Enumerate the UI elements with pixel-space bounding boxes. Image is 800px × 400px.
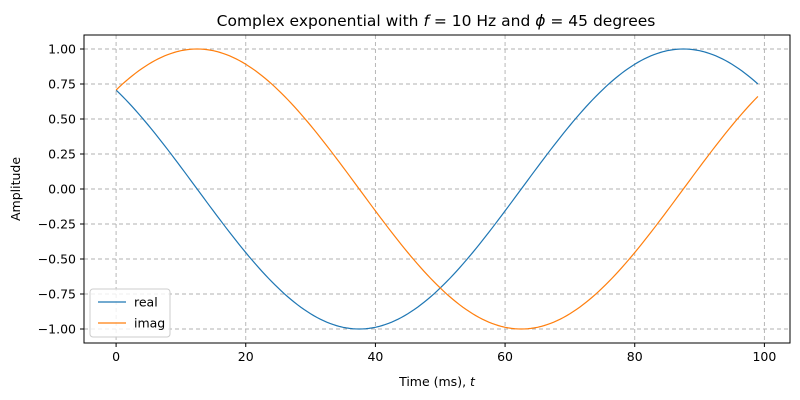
y-tick-label: 0.50 [48, 112, 76, 127]
legend-label-real: real [134, 295, 158, 310]
y-axis-label: Amplitude [8, 157, 23, 221]
y-tick-label: −1.00 [38, 322, 76, 337]
plot-frame [83, 34, 791, 344]
legend-label-imag: imag [134, 316, 165, 331]
x-axis-label: Time (ms), t [398, 374, 476, 389]
axis-ticks: 0 20 40 60 80 100 −1.00 −0.75 −0.50 −0.25 0.00 0.25… [38, 42, 777, 365]
y-tick-label: 0.25 [48, 147, 76, 162]
x-tick-label: 80 [627, 349, 643, 364]
series-layer [115, 48, 759, 330]
x-tick-label: 40 [367, 349, 383, 364]
x-tick-label: 60 [497, 349, 513, 364]
chart-title: Complex exponential with f = 10 Hz and ϕ… [217, 12, 656, 30]
legend-box [89, 288, 171, 338]
series-line-real [115, 48, 759, 330]
x-tick-label: 20 [238, 349, 254, 364]
y-tick-label: 0.75 [48, 77, 76, 92]
x-tick-label: 0 [112, 349, 120, 364]
y-tick-label: −0.25 [38, 217, 76, 232]
y-tick-label: −0.50 [38, 252, 76, 267]
series-line-imag [115, 48, 759, 330]
y-tick-label: 1.00 [48, 42, 76, 57]
x-tick-label: 100 [752, 349, 776, 364]
y-tick-label: 0.00 [48, 182, 76, 197]
y-tick-label: −0.75 [38, 287, 76, 302]
grid [84, 35, 790, 343]
legend: real imag [89, 288, 171, 338]
